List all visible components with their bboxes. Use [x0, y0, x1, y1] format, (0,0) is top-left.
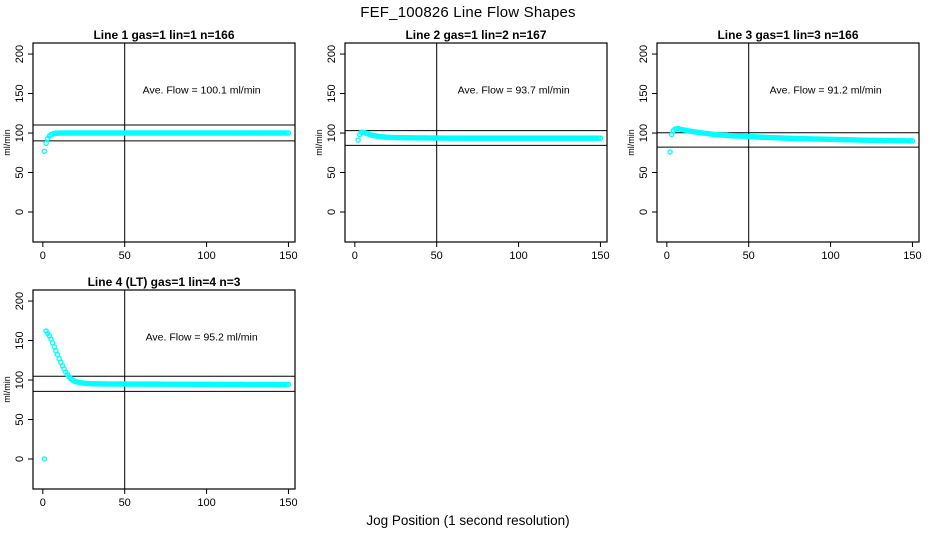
y-axis-unit-label: ml/min [314, 129, 324, 156]
annotation-ave-flow: Ave. Flow = 93.7 ml/min [458, 85, 570, 97]
data-points [41, 130, 292, 154]
x-tick-label: 50 [119, 250, 131, 262]
y-tick-label: 0 [638, 209, 650, 215]
panel-title: Line 1 gas=1 lin=1 n=166 [93, 28, 235, 42]
x-tick-label: 0 [664, 250, 670, 262]
y-tick-label: 200 [14, 292, 26, 310]
y-tick-label: 150 [14, 331, 26, 349]
annotation-ave-flow: Ave. Flow = 91.2 ml/min [770, 85, 882, 97]
x-tick-label: 50 [431, 250, 443, 262]
y-tick-label: 100 [14, 371, 26, 389]
x-tick-label: 150 [903, 250, 921, 262]
y-axis-unit-label: ml/min [2, 129, 12, 156]
y-tick-label: 150 [326, 84, 338, 102]
plot-canvas-line-1: 0 50 100 150 0 50 100 150 200 ml/min Ave. Flow = 1… [2, 42, 298, 262]
y-tick-label: 50 [326, 166, 338, 178]
plot-canvas-line-2: 0 50 100 150 0 50 100 150 200 ml/min Ave. Flow = 9… [314, 42, 610, 262]
plot-canvas-line-3: 0 50 100 150 0 50 100 150 200 ml/min Ave. Flow = 9… [626, 42, 922, 262]
annotation-ave-flow: Ave. Flow = 100.1 ml/min [143, 85, 261, 97]
y-tick-label: 150 [14, 84, 26, 102]
x-tick-label: 50 [743, 250, 755, 262]
x-tick-label: 0 [40, 497, 46, 509]
y-axis-unit-label: ml/min [2, 376, 12, 403]
main-title: FEF_100826 Line Flow Shapes [360, 4, 576, 21]
y-tick-label: 50 [638, 166, 650, 178]
y-tick-label: 200 [326, 45, 338, 63]
x-tick-label: 150 [279, 497, 297, 509]
x-tick-label: 100 [197, 497, 215, 509]
data-points [355, 129, 604, 143]
plot-box [32, 42, 296, 243]
panel-title: Line 3 gas=1 lin=3 n=166 [717, 28, 859, 42]
data-points [41, 328, 292, 462]
annotation-ave-flow: Ave. Flow = 95.2 ml/min [146, 332, 258, 344]
plot-canvas-line-4: 0 50 100 150 0 50 100 150 200 ml/min Ave. Flow = 9… [2, 289, 298, 509]
y-tick-label: 100 [14, 124, 26, 142]
plot-box [656, 42, 920, 243]
x-tick-label: 50 [119, 497, 131, 509]
x-tick-label: 100 [821, 250, 839, 262]
y-tick-label: 50 [14, 413, 26, 425]
panel-line-1: Line 1 gas=1 lin=1 n=166 0 50 100 150 0 50 100… [0, 25, 312, 273]
panel-line-4: Line 4 (LT) gas=1 lin=4 n=3 0 50 100 150 0 50… [0, 272, 312, 520]
x-tick-label: 150 [279, 250, 297, 262]
panel-line-2: Line 2 gas=1 lin=2 n=167 0 50 100 150 0 50 100… [312, 25, 624, 273]
x-tick-label: 150 [591, 250, 609, 262]
x-tick-label: 0 [352, 250, 358, 262]
panel-title: Line 2 gas=1 lin=2 n=167 [405, 28, 547, 42]
x-tick-label: 100 [509, 250, 527, 262]
y-tick-label: 50 [14, 166, 26, 178]
x-tick-label: 0 [40, 250, 46, 262]
y-tick-label: 0 [14, 456, 26, 462]
plot-box [32, 289, 296, 490]
y-tick-label: 200 [638, 45, 650, 63]
data-points [667, 125, 916, 155]
y-tick-label: 0 [326, 209, 338, 215]
x-axis-label: Jog Position (1 second resolution) [366, 513, 570, 528]
plot-box [344, 42, 608, 243]
x-tick-label: 100 [197, 250, 215, 262]
y-tick-label: 0 [14, 209, 26, 215]
y-tick-label: 150 [638, 84, 650, 102]
y-tick-label: 100 [326, 124, 338, 142]
y-axis-unit-label: ml/min [626, 129, 636, 156]
panel-line-3: Line 3 gas=1 lin=3 n=166 0 50 100 150 0 50 100… [624, 25, 936, 273]
y-tick-label: 200 [14, 45, 26, 63]
panel-title: Line 4 (LT) gas=1 lin=4 n=3 [87, 275, 241, 289]
y-tick-label: 100 [638, 124, 650, 142]
